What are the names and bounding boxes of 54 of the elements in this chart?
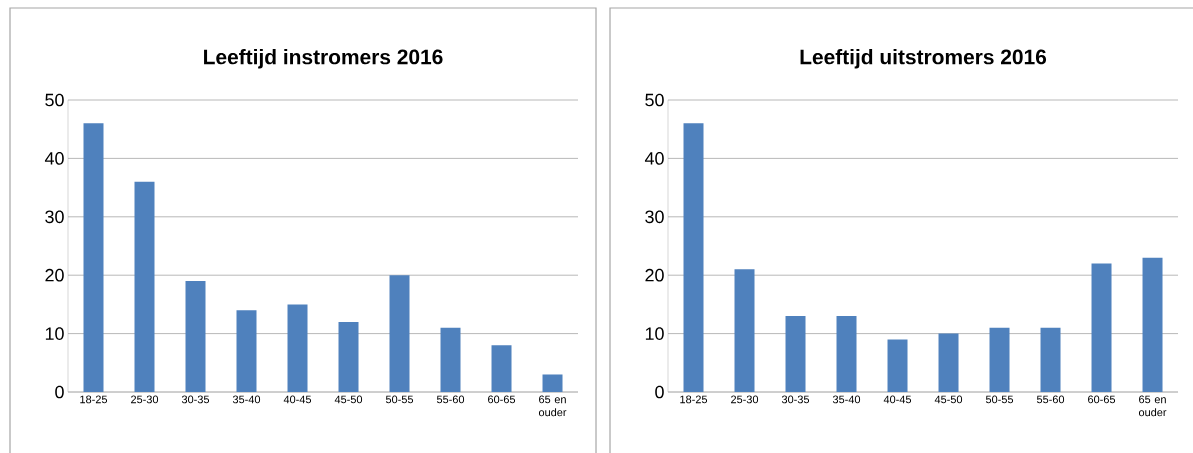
bar <box>887 339 908 392</box>
bar <box>287 304 308 392</box>
x-tick-label: 40-45 <box>883 395 912 404</box>
x-tick-label: 65 en ouder <box>538 395 567 417</box>
bar <box>491 345 512 392</box>
y-tick-label: 30 <box>645 210 664 224</box>
x-tick-label: 35-40 <box>832 395 861 404</box>
x-tick-label: 50-55 <box>385 395 414 404</box>
x-tick-label: 50-55 <box>985 395 1014 404</box>
bar <box>440 327 461 392</box>
y-tick-label: 20 <box>45 268 64 282</box>
bar <box>185 281 206 392</box>
bar <box>338 321 359 392</box>
chart-title: Leeftijd uitstromers 2016 <box>800 49 1047 69</box>
bar <box>83 123 104 392</box>
x-tick-label: 45-50 <box>334 395 363 404</box>
x-tick-label: 35-40 <box>232 395 261 404</box>
x-tick-label: 18-25 <box>680 395 708 404</box>
bar <box>836 316 857 392</box>
x-tick-label: 18-25 <box>80 395 108 404</box>
bar <box>1040 327 1061 392</box>
x-tick-label: 30-35 <box>781 395 810 404</box>
x-tick-label: 55-60 <box>1036 395 1065 404</box>
y-tick-label: 40 <box>644 152 664 165</box>
x-tick-label: 30-35 <box>181 395 210 404</box>
bar <box>1142 257 1163 392</box>
y-tick-label: 40 <box>44 152 64 165</box>
x-tick-label: 25-30 <box>131 395 159 404</box>
bar <box>989 327 1010 392</box>
y-tick-label: 30 <box>45 210 64 224</box>
chart-title: Leeftijd instromers 2016 <box>204 49 443 69</box>
x-tick-label: 55-60 <box>436 395 465 404</box>
x-tick-label: 65 en ouder <box>1138 395 1167 417</box>
y-tick-label: 50 <box>645 93 664 107</box>
x-tick-label: 40-45 <box>283 395 312 404</box>
bar <box>389 275 410 392</box>
y-tick-label: 0 <box>55 385 64 399</box>
y-tick-label: 20 <box>645 268 664 282</box>
y-tick-label: 50 <box>45 93 64 107</box>
x-tick-label: 25-30 <box>731 395 759 404</box>
bar <box>1091 263 1112 392</box>
y-tick-label: 10 <box>45 327 64 340</box>
bar <box>236 310 257 392</box>
y-tick-label: 10 <box>645 327 664 340</box>
bar <box>542 374 563 392</box>
y-tick-label: 0 <box>655 385 664 399</box>
x-tick-label: 60-65 <box>488 395 516 404</box>
x-tick-label: 45-50 <box>934 395 963 404</box>
x-tick-label: 60-65 <box>1088 395 1116 404</box>
bar <box>785 316 806 392</box>
bar <box>938 333 959 392</box>
bar <box>683 123 704 392</box>
bar <box>734 269 755 392</box>
bar <box>134 181 155 392</box>
